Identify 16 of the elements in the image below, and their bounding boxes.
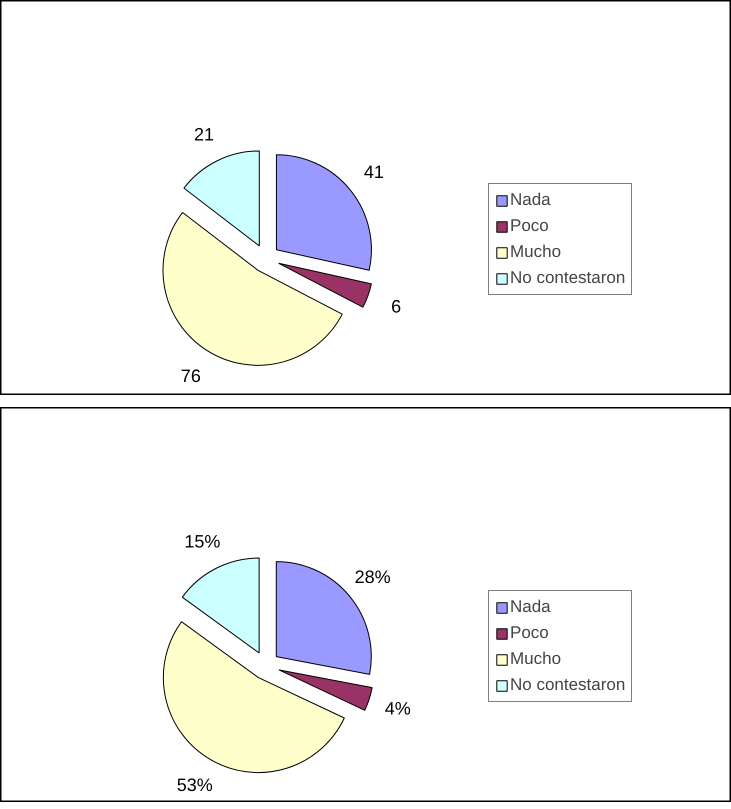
legend-label: Mucho <box>510 649 562 669</box>
data-label: 41 <box>364 162 384 182</box>
legend-label: Nada <box>510 190 551 210</box>
data-label: 4% <box>384 698 411 718</box>
legend-label: Poco <box>510 216 549 236</box>
legend-label: Mucho <box>510 242 562 262</box>
legend-label: No contestaron <box>510 268 626 288</box>
data-label: 53% <box>176 775 213 796</box>
legend-label: Nada <box>510 597 551 617</box>
data-label: 21 <box>194 124 214 144</box>
data-label: 6 <box>391 296 402 317</box>
data-label: 28% <box>354 566 391 587</box>
legend-label: Poco <box>510 623 549 643</box>
data-label: 76 <box>180 366 201 386</box>
legend-label: No contestaron <box>510 675 626 695</box>
data-label: 15% <box>184 532 220 552</box>
